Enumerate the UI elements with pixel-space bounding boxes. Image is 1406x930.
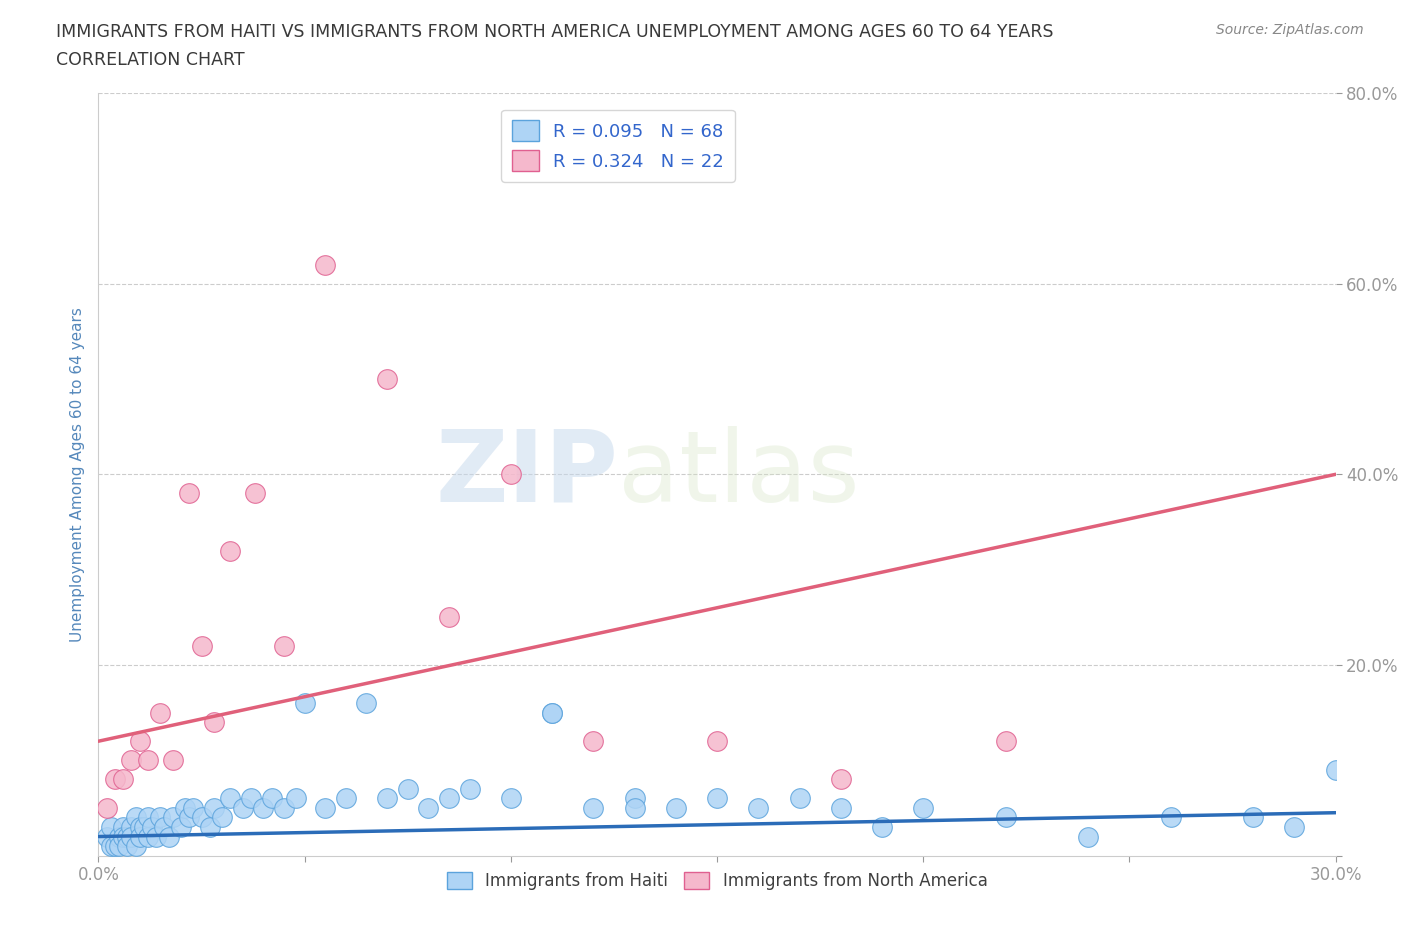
Point [96, 830, 118, 844]
Point [149, 810, 172, 825]
Point [375, 371, 398, 387]
Point [153, 819, 176, 834]
Point [128, 830, 150, 844]
Point [1077, 830, 1099, 844]
Point [202, 801, 225, 816]
Point [285, 790, 308, 805]
Point [179, 810, 201, 825]
Point [162, 753, 184, 768]
Point [117, 839, 139, 854]
Point [145, 830, 167, 844]
Point [190, 810, 212, 825]
Point [789, 790, 811, 805]
Point [136, 810, 159, 825]
Point [314, 801, 336, 816]
Point [994, 810, 1017, 825]
Point [149, 705, 172, 720]
Point [120, 819, 142, 834]
Point [335, 790, 357, 805]
Point [219, 543, 242, 558]
Point [100, 839, 122, 854]
Point [294, 696, 316, 711]
Point [219, 790, 242, 805]
Point [198, 819, 221, 834]
Point [211, 810, 233, 825]
Point [108, 830, 131, 844]
Point [174, 801, 197, 816]
Point [623, 801, 645, 816]
Point [1160, 810, 1182, 825]
Point [314, 258, 336, 272]
Point [747, 801, 769, 816]
Point [1324, 763, 1347, 777]
Point [499, 467, 522, 482]
Point [418, 801, 440, 816]
Point [120, 830, 142, 844]
Text: CORRELATION CHART: CORRELATION CHART [56, 51, 245, 69]
Point [128, 819, 150, 834]
Text: ZIP: ZIP [436, 426, 619, 523]
Point [179, 485, 201, 500]
Point [912, 801, 935, 816]
Point [162, 810, 184, 825]
Point [830, 801, 852, 816]
Point [240, 790, 263, 805]
Point [273, 639, 295, 654]
Point [541, 705, 564, 720]
Point [104, 772, 127, 787]
Y-axis label: Unemployment Among Ages 60 to 64 years: Unemployment Among Ages 60 to 64 years [69, 307, 84, 642]
Point [665, 801, 688, 816]
Point [181, 801, 204, 816]
Point [870, 819, 893, 834]
Point [994, 734, 1017, 749]
Point [706, 734, 728, 749]
Point [1241, 810, 1264, 825]
Point [375, 790, 398, 805]
Point [830, 772, 852, 787]
Point [396, 781, 419, 796]
Point [243, 485, 266, 500]
Point [112, 830, 135, 844]
Point [1284, 819, 1306, 834]
Point [582, 801, 605, 816]
Point [437, 610, 460, 625]
Point [141, 819, 163, 834]
Point [132, 819, 155, 834]
Legend: Immigrants from Haiti, Immigrants from North America: Immigrants from Haiti, Immigrants from N… [440, 865, 994, 897]
Point [706, 790, 728, 805]
Point [112, 819, 135, 834]
Point [623, 790, 645, 805]
Point [541, 705, 564, 720]
Point [104, 839, 127, 854]
Point [582, 734, 605, 749]
Point [273, 801, 295, 816]
Point [499, 790, 522, 805]
Point [112, 772, 135, 787]
Point [124, 810, 146, 825]
Point [136, 830, 159, 844]
Text: IMMIGRANTS FROM HAITI VS IMMIGRANTS FROM NORTH AMERICA UNEMPLOYMENT AMONG AGES 6: IMMIGRANTS FROM HAITI VS IMMIGRANTS FROM… [56, 23, 1053, 41]
Point [96, 801, 118, 816]
Point [136, 753, 159, 768]
Point [170, 819, 193, 834]
Point [157, 830, 180, 844]
Point [128, 734, 150, 749]
Text: atlas: atlas [619, 426, 859, 523]
Point [437, 790, 460, 805]
Point [124, 839, 146, 854]
Point [100, 819, 122, 834]
Point [356, 696, 378, 711]
Point [190, 639, 212, 654]
Point [252, 801, 274, 816]
Point [108, 839, 131, 854]
Point [232, 801, 254, 816]
Point [260, 790, 283, 805]
Point [458, 781, 481, 796]
Point [120, 753, 142, 768]
Point [202, 714, 225, 729]
Text: Source: ZipAtlas.com: Source: ZipAtlas.com [1216, 23, 1364, 37]
Point [117, 830, 139, 844]
